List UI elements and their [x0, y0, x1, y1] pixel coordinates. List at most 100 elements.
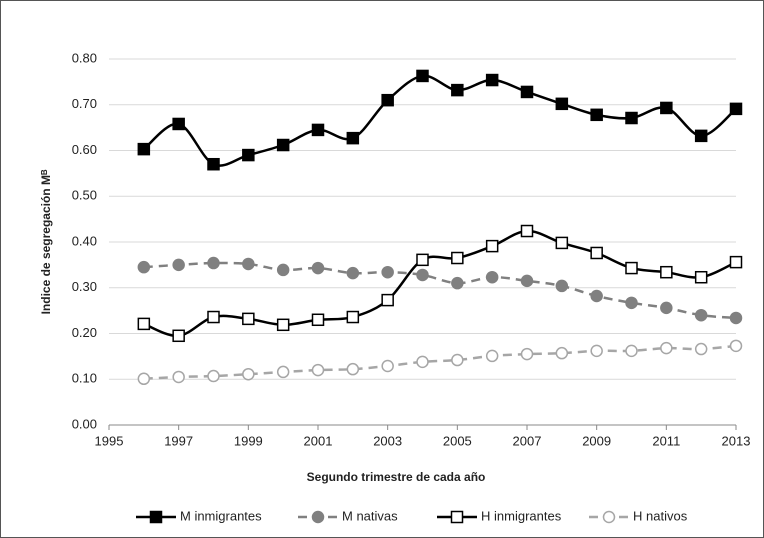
- y-tick-label: 0.30: [72, 279, 97, 294]
- marker: [276, 365, 290, 379]
- marker: [625, 296, 638, 310]
- marker: [485, 239, 499, 253]
- marker: [242, 367, 255, 381]
- y-tick-label: 0.80: [72, 50, 97, 65]
- x-tick-label: 2007: [513, 433, 542, 448]
- marker: [242, 148, 255, 162]
- marker: [520, 347, 534, 361]
- y-tick-label: 0.10: [72, 371, 97, 386]
- marker: [137, 260, 151, 274]
- marker: [625, 261, 638, 275]
- marker: [729, 311, 743, 325]
- x-tick-label: 1999: [234, 433, 263, 448]
- marker: [694, 342, 708, 356]
- marker: [276, 138, 290, 152]
- marker: [207, 256, 220, 270]
- x-axis-label: Segundo trimestre de cada año: [307, 470, 486, 484]
- legend-label: H nativos: [633, 508, 688, 523]
- marker: [346, 362, 360, 376]
- marker: [207, 369, 220, 383]
- marker: [485, 73, 499, 87]
- marker: [451, 251, 464, 265]
- marker: [555, 236, 569, 250]
- marker: [416, 355, 429, 369]
- marker: [137, 142, 151, 156]
- marker: [149, 510, 163, 524]
- marker: [694, 270, 708, 284]
- marker: [520, 85, 534, 99]
- marker: [555, 279, 569, 293]
- marker: [381, 359, 394, 373]
- legend-label: M nativas: [342, 508, 398, 523]
- marker: [485, 349, 499, 363]
- marker: [416, 268, 429, 282]
- marker: [172, 258, 185, 272]
- x-tick-label: 1995: [95, 433, 124, 448]
- marker: [555, 346, 569, 360]
- marker: [451, 83, 464, 97]
- marker: [346, 131, 360, 145]
- marker: [276, 318, 290, 332]
- marker: [660, 341, 673, 355]
- marker: [242, 312, 255, 326]
- marker: [311, 123, 325, 137]
- y-tick-label: 0.60: [72, 142, 97, 157]
- marker: [555, 97, 569, 111]
- y-tick-label: 0.50: [72, 188, 97, 203]
- marker: [311, 510, 325, 524]
- marker: [311, 261, 325, 275]
- marker: [625, 111, 638, 125]
- x-tick-label: 2001: [304, 433, 333, 448]
- marker: [381, 265, 394, 279]
- marker: [590, 344, 603, 358]
- marker: [625, 344, 638, 358]
- x-tick-label: 2013: [722, 433, 751, 448]
- marker: [207, 157, 220, 171]
- marker: [276, 263, 290, 277]
- marker: [485, 270, 499, 284]
- marker: [137, 317, 151, 331]
- marker: [381, 293, 394, 307]
- marker: [172, 370, 185, 384]
- marker: [416, 253, 429, 267]
- x-tick-label: 2003: [373, 433, 402, 448]
- marker: [602, 510, 616, 524]
- x-tick-label: 1997: [164, 433, 193, 448]
- marker: [660, 101, 673, 115]
- marker: [450, 510, 464, 524]
- y-axis-label: Indice de segregación Mᴮ: [39, 169, 53, 314]
- marker: [660, 301, 673, 315]
- marker: [590, 108, 603, 122]
- marker: [729, 339, 743, 353]
- x-tick-label: 2011: [652, 433, 680, 448]
- x-tick-label: 2009: [582, 433, 611, 448]
- marker: [729, 255, 743, 269]
- x-tick-label: 2005: [443, 433, 472, 448]
- marker: [137, 372, 151, 386]
- marker: [311, 313, 325, 327]
- y-tick-label: 0.70: [72, 96, 97, 111]
- marker: [242, 257, 255, 271]
- marker: [590, 246, 603, 260]
- y-tick-label: 0.20: [72, 325, 97, 340]
- marker: [694, 129, 708, 143]
- y-tick-label: 0.40: [72, 233, 97, 248]
- marker: [311, 363, 325, 377]
- legend-label: H inmigrantes: [481, 508, 562, 523]
- marker: [590, 289, 603, 303]
- y-tick-label: 0.00: [72, 416, 97, 431]
- marker: [416, 69, 429, 83]
- marker: [451, 353, 464, 367]
- marker: [346, 310, 360, 324]
- marker: [660, 265, 673, 279]
- marker: [520, 274, 534, 288]
- marker: [172, 117, 185, 131]
- marker: [520, 224, 534, 238]
- marker: [694, 308, 708, 322]
- legend-label: M inmigrantes: [180, 508, 262, 523]
- marker: [729, 102, 743, 116]
- marker: [172, 329, 185, 343]
- marker: [451, 276, 464, 290]
